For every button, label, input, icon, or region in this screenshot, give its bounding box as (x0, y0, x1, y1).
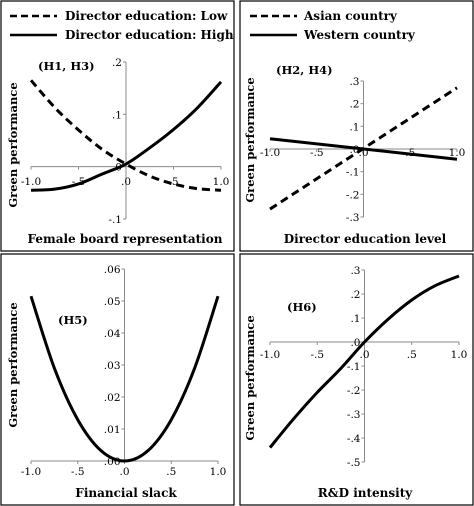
x-tick-label: -.5 (310, 349, 324, 361)
panel-frame (239, 253, 474, 506)
x-tick-label: -1.0 (260, 147, 280, 159)
y-tick-label: .1 (112, 109, 122, 121)
series-line-1 (269, 137, 458, 161)
y-tick-label: -.1 (346, 167, 360, 179)
plot-lines (29, 79, 223, 192)
y-tick-label: .2 (350, 289, 360, 301)
x-tick-label: .0 (358, 147, 368, 159)
panel-frame (0, 0, 235, 252)
series-line-0 (268, 274, 460, 449)
x-tick-label: 1.0 (213, 176, 230, 188)
axes: -.5-.4-.3-.2-.1.0.1.2.3-1.0 -.5.0.5 1.0 (260, 265, 467, 469)
y-tick-label: -.5 (347, 457, 361, 469)
y-tick-label: -.3 (346, 212, 360, 224)
y-axis-label: Green performance (243, 77, 257, 202)
legend-label-western: Western country (303, 28, 416, 42)
panel-rd-intensity: (H6) Green performance R&D intensity -.5… (239, 253, 474, 506)
legend: Director education: Low Director educati… (10, 9, 234, 42)
x-tick-label: 1.0 (210, 466, 227, 478)
x-tick-label: .5 (166, 466, 176, 478)
panel-director-education: Asian country Western country (H2, H4) G… (239, 0, 474, 252)
legend-label-asian: Asian country (303, 9, 398, 23)
plot-lines (269, 86, 458, 211)
x-tick-label: .5 (168, 176, 178, 188)
y-tick-label: .05 (104, 296, 121, 308)
y-tick-label: -.3 (347, 409, 361, 421)
panel-financial-slack: (H5) Green performance Financial slack .… (0, 253, 235, 506)
y-tick-label: -.1 (108, 214, 122, 226)
y-axis-label: Green performance (243, 315, 257, 440)
legend: Asian country Western country (250, 9, 416, 42)
y-tick-label: -.1 (347, 361, 361, 373)
y-tick-label: .1 (349, 121, 359, 133)
x-tick-label: 1.0 (449, 147, 466, 159)
y-tick-label: -.2 (346, 189, 360, 201)
x-tick-label: .5 (407, 349, 417, 361)
hypothesis-label: (H1, H3) (38, 59, 95, 73)
series-line-0 (29, 295, 220, 463)
x-axis-label: Female board representation (28, 232, 223, 246)
x-tick-label: .0 (119, 466, 129, 478)
y-tick-label: .06 (104, 264, 121, 276)
series-line-0 (29, 79, 222, 192)
y-tick-label: .03 (104, 360, 121, 372)
y-tick-label: .0 (350, 337, 360, 349)
x-axis-label: Financial slack (75, 486, 177, 500)
y-tick-label: .3 (350, 265, 360, 277)
panel-female-board: Director education: Low Director educati… (0, 0, 235, 252)
x-tick-label: .0 (121, 176, 131, 188)
y-tick-label: .1 (350, 313, 360, 325)
hypothesis-label: (H2, H4) (276, 63, 333, 77)
y-tick-label: .3 (349, 76, 359, 88)
x-tick-label: -.5 (71, 466, 85, 478)
x-tick-label: 1.0 (451, 349, 468, 361)
y-tick-label: .01 (104, 424, 121, 436)
hypothesis-label: (H6) (287, 300, 317, 314)
x-tick-label: -.5 (310, 147, 324, 159)
panel-frame (239, 0, 474, 252)
x-tick-label: .0 (359, 349, 369, 361)
y-tick-label: .2 (112, 57, 122, 69)
y-tick-label: .0 (349, 144, 359, 156)
y-tick-label: .02 (104, 392, 121, 404)
y-tick-label: .04 (104, 328, 121, 340)
y-tick-label: .2 (349, 99, 359, 111)
legend-label-high: Director education: High (65, 28, 234, 42)
hypothesis-label: (H5) (58, 313, 88, 327)
legend-label-low: Director education: Low (65, 9, 228, 23)
plot-lines (268, 274, 460, 449)
x-axis-label: R&D intensity (318, 486, 413, 500)
axes: -.3-.2-.1.0.1.2.3-1.0 -.5.0.5 1.0 (260, 76, 465, 224)
y-axis-label: Green performance (6, 82, 20, 207)
y-tick-label: -.2 (347, 385, 361, 397)
plot-lines (29, 295, 220, 463)
x-tick-label: -1.0 (21, 466, 41, 478)
x-axis-label: Director education level (284, 232, 447, 246)
y-tick-label: -.4 (347, 433, 361, 445)
axes: -.1.0.1.2-1.0 -.5.0.5 1.0 (21, 57, 229, 226)
y-axis-label: Green performance (6, 302, 20, 427)
axes: .00.01.02.03.04.05.06-1.0 -.5.0.5 1.0 (21, 264, 226, 478)
x-tick-label: -1.0 (260, 349, 280, 361)
x-tick-label: -1.0 (21, 176, 41, 188)
series-line-1 (30, 80, 223, 192)
panel-frame (0, 253, 235, 506)
